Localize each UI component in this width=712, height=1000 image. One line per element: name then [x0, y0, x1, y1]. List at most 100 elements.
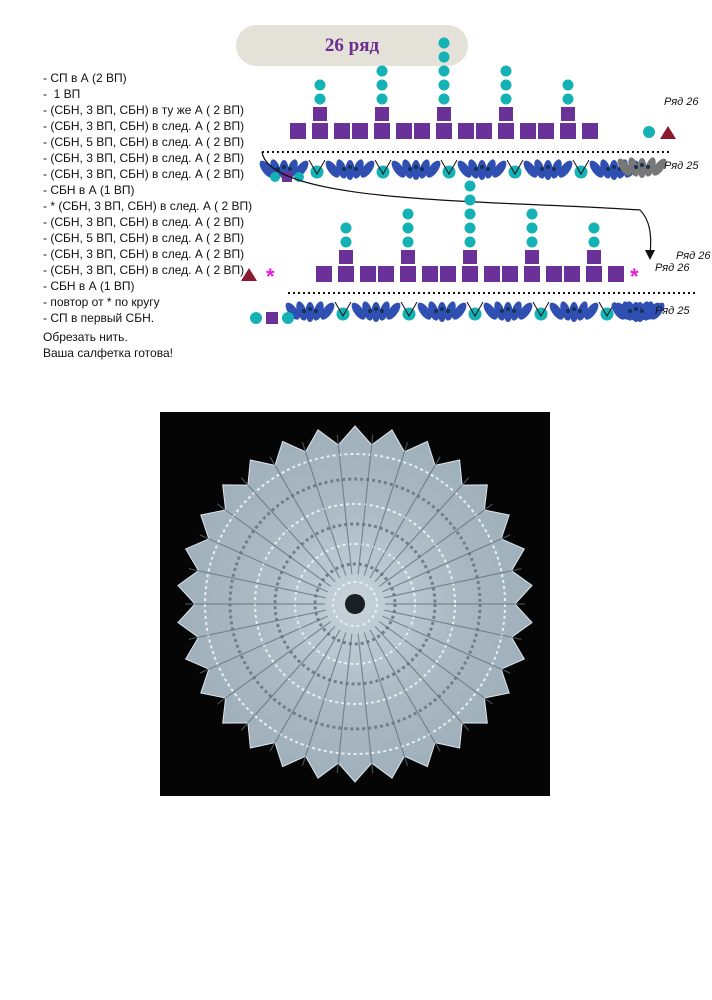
slip-stitch-symbol — [241, 268, 257, 281]
lace-spoke — [374, 477, 470, 583]
finish-line: Ваша салфетка готова! — [43, 346, 173, 360]
chain-stitch-symbol — [600, 307, 614, 321]
doily-center — [345, 594, 365, 614]
shell-stitch-symbol — [611, 302, 626, 320]
shell-dot — [314, 309, 318, 313]
shell-stitch-symbol — [494, 301, 505, 321]
shell-stitch-symbol — [325, 160, 340, 178]
chain-stitch-symbol — [464, 236, 476, 248]
single-crochet-symbol — [400, 266, 416, 282]
instruction-step: - (СБН, 3 ВП, СБН) в след. А ( 2 ВП) — [43, 119, 245, 133]
lace-spoke — [363, 632, 409, 766]
chain-stitch-symbol — [526, 222, 538, 234]
shell-stitch-symbol — [589, 160, 604, 178]
chain-stitch-symbol — [340, 222, 352, 234]
shell-stitch-dark-symbol — [628, 157, 639, 177]
v-stitch-line — [440, 159, 458, 176]
shell-dot — [302, 309, 306, 313]
chain-stitch-symbol — [402, 236, 414, 248]
instruction-step: - 1 ВП — [43, 87, 81, 101]
v-stitch-line — [506, 159, 524, 176]
lace-spoke — [336, 434, 353, 575]
single-crochet-symbol — [436, 123, 452, 139]
lace-spoke — [357, 434, 374, 575]
page-title: 26 ряд — [324, 34, 380, 56]
lace-spoke — [301, 632, 347, 766]
single-crochet-symbol — [538, 123, 554, 139]
chain-stitch-symbol — [508, 165, 522, 179]
single-crochet-symbol — [462, 266, 478, 282]
shell-dot — [612, 165, 616, 169]
chain-stitch-symbol — [336, 307, 350, 321]
chain-stitch-symbol — [438, 51, 450, 63]
shell-stitch-symbol — [336, 159, 347, 179]
shell-dot — [446, 309, 450, 313]
single-crochet-symbol — [546, 266, 562, 282]
shell-dot — [540, 167, 544, 171]
shell-stitch-symbol — [483, 302, 498, 320]
chain-stitch-symbol — [442, 165, 456, 179]
finish-line: Обрезать нить. — [43, 330, 128, 344]
shell-stitch-dark-symbol — [652, 158, 667, 176]
shell-stitch-symbol — [560, 301, 571, 321]
instruction-step: - (СБН, 3 ВП, СБН) в след. А ( 2 ВП) — [43, 263, 245, 277]
chain-stitch-symbol — [643, 126, 655, 138]
single-crochet-symbol — [476, 123, 492, 139]
shell-dot — [414, 165, 418, 169]
chain-stitch-symbol — [562, 79, 574, 91]
instruction-step: - (СБН, 3 ВП, СБН) в след. А ( 2 ВП) — [43, 167, 245, 181]
single-crochet-symbol — [339, 250, 353, 264]
chain-stitch-symbol — [250, 312, 262, 324]
shell-dot — [342, 167, 346, 171]
shell-dot — [634, 165, 638, 169]
single-crochet-symbol — [313, 107, 327, 121]
chain-stitch-symbol — [438, 65, 450, 77]
single-crochet-symbol — [520, 123, 536, 139]
single-crochet-symbol — [586, 266, 602, 282]
single-crochet-symbol — [334, 123, 350, 139]
shell-stitch-symbol — [437, 302, 447, 322]
instruction-step: - СБН в А (1 ВП) — [43, 183, 135, 197]
chain-stitch-symbol — [402, 208, 414, 220]
shell-dot — [348, 165, 352, 169]
single-crochet-symbol — [463, 250, 477, 264]
instruction-step: - СБН в А (1 ВП) — [43, 279, 135, 293]
shell-stitch-symbol — [558, 160, 573, 178]
shell-stitch-symbol — [371, 302, 381, 322]
shell-stitch-dark-symbol — [637, 158, 647, 178]
shell-stitch-symbol — [477, 160, 487, 180]
single-crochet-symbol — [414, 123, 430, 139]
chain-stitch-symbol — [526, 236, 538, 248]
chain-stitch-symbol — [468, 307, 482, 321]
lace-spoke — [369, 629, 441, 752]
instruction-step: - (СБН, 3 ВП, СБН) в ту же А ( 2 ВП) — [43, 103, 245, 117]
v-stitch-line — [400, 301, 418, 318]
chain-stitch-symbol — [282, 312, 294, 324]
shell-stitch-symbol — [285, 302, 300, 320]
single-crochet-symbol — [374, 123, 390, 139]
row-label-25: Ряд 25 — [655, 305, 690, 317]
chain-stitch-symbol — [464, 222, 476, 234]
chain-stitch-symbol — [438, 37, 450, 49]
single-crochet-symbol — [502, 266, 518, 282]
chain-stitch-symbol — [464, 180, 476, 192]
shell-stitch-symbol — [428, 301, 439, 321]
chain-stitch-symbol — [500, 79, 512, 91]
shell-dot — [566, 309, 570, 313]
shell-dot — [282, 165, 286, 169]
shell-dot — [420, 167, 424, 171]
chain-stitch-symbol — [464, 208, 476, 220]
shell-stitch-symbol — [457, 160, 472, 178]
shell-dot — [288, 167, 292, 171]
shell-stitch-symbol — [468, 159, 479, 179]
doily-image — [177, 425, 533, 783]
single-crochet-symbol — [282, 172, 292, 182]
shell-stitch-symbol — [646, 302, 661, 320]
shell-stitch-symbol — [534, 159, 545, 179]
shell-stitch-symbol — [296, 301, 307, 321]
chain-stitch-symbol — [376, 165, 390, 179]
instruction-step: - СП в первый СБН. — [43, 311, 155, 325]
shell-dot — [354, 167, 358, 171]
shell-dot — [500, 309, 504, 313]
lace-spoke — [384, 568, 522, 599]
